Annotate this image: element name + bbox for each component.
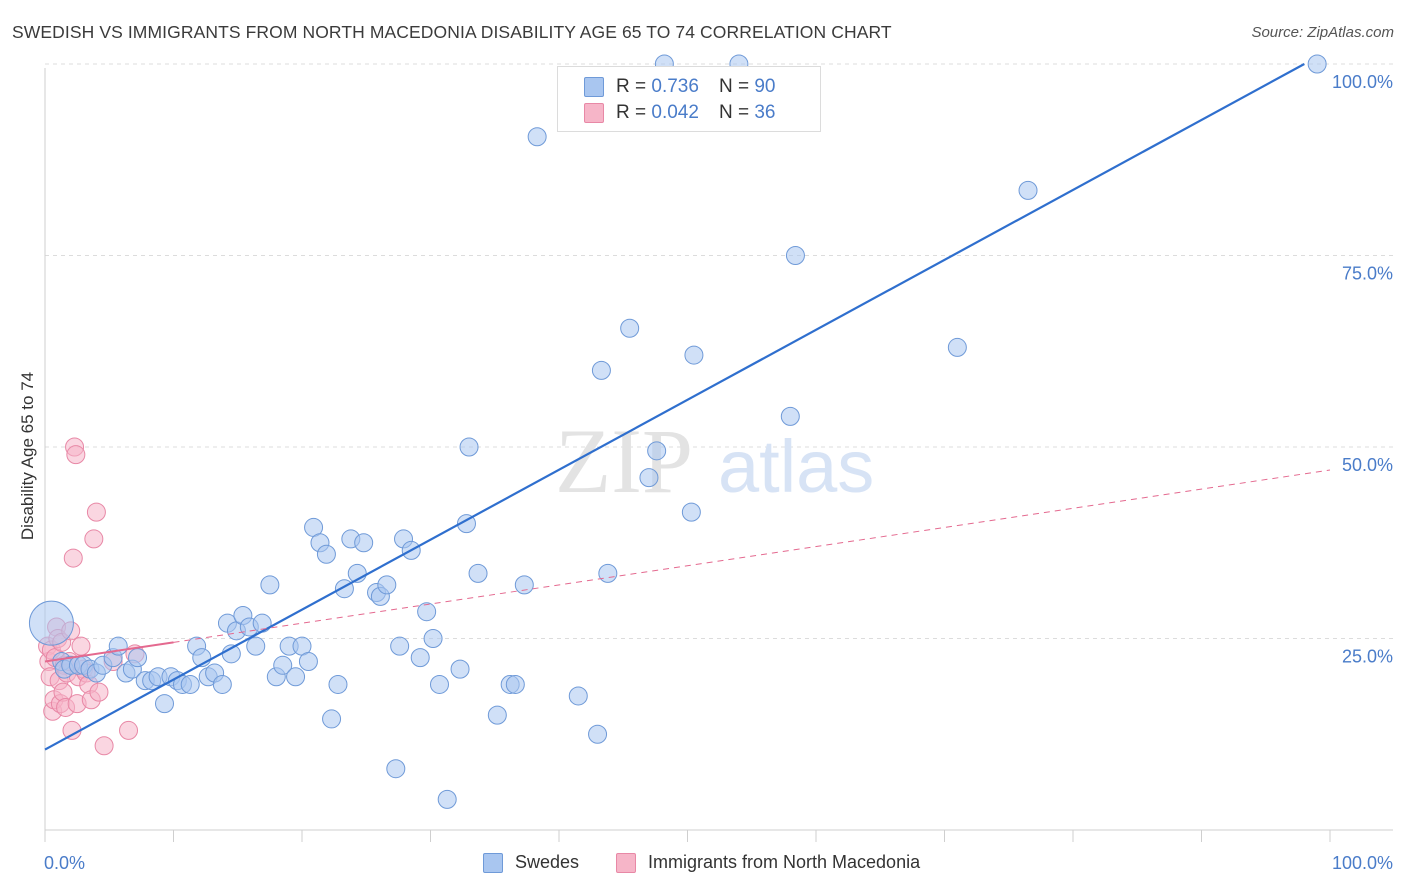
data-point	[1018, 180, 1038, 200]
trend-line-swedes	[44, 63, 1305, 751]
data-point	[429, 674, 449, 694]
data-point	[527, 127, 547, 147]
data-point	[84, 529, 104, 549]
legend-row-swedes: R = 0.736 N = 90	[584, 74, 775, 100]
y-axis-label: Disability Age 65 to 74	[18, 372, 37, 540]
data-point	[63, 548, 83, 568]
data-point	[94, 736, 114, 756]
legend-r-label: R =	[616, 76, 647, 97]
swedes-label: Swedes	[515, 852, 580, 872]
legend-n-value: 36	[754, 102, 776, 123]
data-point	[273, 655, 293, 675]
data-point	[119, 720, 139, 740]
macedonia-swatch	[616, 852, 636, 873]
data-point	[155, 694, 175, 714]
x-tick-label: 0.0%	[44, 853, 85, 873]
data-point	[128, 648, 148, 668]
x-tick-label: 100.0%	[1332, 853, 1393, 873]
legend-swatch-blue	[584, 77, 604, 97]
data-point	[505, 674, 525, 694]
data-point	[423, 629, 443, 648]
watermark-atlas: atlas	[718, 425, 874, 508]
legend-r-label: R =	[616, 102, 647, 123]
legend-r-value: 0.042	[651, 102, 699, 123]
data-point	[785, 246, 805, 265]
data-point	[386, 759, 406, 779]
data-point	[328, 674, 348, 694]
data-point	[588, 724, 608, 744]
legend-item-swedes[interactable]: Swedes	[483, 852, 579, 873]
legend-swatch-pink	[584, 103, 604, 123]
data-point	[212, 674, 232, 694]
data-point	[598, 563, 618, 583]
data-point	[468, 563, 488, 583]
data-point	[591, 360, 611, 380]
data-point	[947, 337, 967, 357]
data-point	[620, 318, 640, 338]
series-legend: Swedes Immigrants from North Macedonia	[0, 850, 1406, 880]
data-point	[1307, 54, 1327, 74]
data-point	[286, 667, 306, 687]
y-tick-label: 100.0%	[1332, 72, 1393, 92]
data-point	[684, 345, 704, 365]
y-tick-label: 75.0%	[1342, 264, 1393, 284]
data-point	[66, 445, 86, 465]
source-label: Source: ZipAtlas.com	[1251, 24, 1394, 41]
data-point	[28, 600, 74, 646]
data-point	[390, 636, 410, 656]
data-point	[298, 651, 318, 671]
data-point	[89, 682, 109, 702]
data-point	[568, 686, 588, 706]
data-point	[437, 789, 457, 809]
legend-n-value: 90	[754, 76, 776, 97]
data-point	[260, 575, 280, 595]
data-point	[410, 648, 430, 668]
data-point	[514, 575, 534, 595]
data-point	[71, 636, 91, 656]
y-tick-label: 25.0%	[1342, 647, 1393, 667]
data-point	[377, 575, 397, 595]
data-point	[647, 441, 667, 461]
data-point	[246, 636, 266, 656]
data-point	[180, 674, 200, 694]
legend-n-label: N =	[718, 102, 750, 123]
data-point	[681, 502, 701, 522]
data-point	[86, 502, 106, 522]
watermark-zip: ZIP	[555, 410, 693, 512]
swedes-swatch	[483, 852, 503, 873]
data-point	[316, 544, 336, 564]
legend-n-label: N =	[718, 76, 750, 97]
chart-title: SWEDISH VS IMMIGRANTS FROM NORTH MACEDON…	[12, 22, 892, 42]
trend-line-macedonia-extension	[173, 469, 1331, 643]
data-point	[456, 514, 476, 534]
correlation-legend: R = 0.736 N = 90 R = 0.042 N = 36	[557, 66, 821, 132]
legend-r-value: 0.736	[651, 76, 699, 97]
data-point	[459, 437, 479, 457]
data-point	[354, 533, 374, 553]
data-point	[639, 468, 659, 488]
legend-row-macedonia: R = 0.042 N = 36	[584, 100, 775, 126]
data-point	[487, 705, 507, 725]
legend-item-macedonia[interactable]: Immigrants from North Macedonia	[616, 852, 920, 873]
macedonia-label: Immigrants from North Macedonia	[648, 852, 921, 872]
data-point	[450, 659, 470, 679]
data-point	[322, 709, 342, 729]
data-point	[417, 602, 437, 622]
trend-line-macedonia	[44, 641, 174, 663]
y-tick-label: 50.0%	[1342, 455, 1393, 475]
data-point	[780, 406, 800, 426]
